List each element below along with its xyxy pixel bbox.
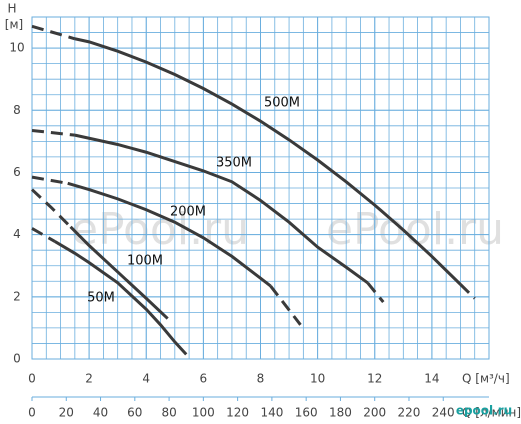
x-tick-label: 0 [28, 372, 36, 386]
curve-label: 500M [264, 96, 300, 111]
pump-curve-dashed [31, 175, 68, 185]
pump-curve-dashed [269, 285, 302, 326]
x2-tick-label: 240 [432, 406, 455, 420]
pump-curve [74, 133, 369, 285]
x-tick-label: 10 [310, 372, 325, 386]
x2-tick-label: 40 [93, 406, 108, 420]
x-axis-label: Q [м³/ч] [462, 372, 510, 386]
x-tick-label: 12 [367, 372, 382, 386]
y-axis-unit: [м] [5, 18, 23, 32]
pump-curve [74, 37, 462, 286]
curve-label: 50M [87, 291, 115, 306]
logo: epool.ru [456, 404, 512, 418]
pump-curve-dashed [31, 227, 56, 243]
x2-tick-label: 140 [260, 406, 283, 420]
x-tick-label: 2 [85, 372, 93, 386]
watermark: ePool.ru [326, 204, 504, 255]
y-tick-label: 8 [13, 103, 21, 117]
pump-curve [54, 240, 188, 356]
pump-curve-dashed [30, 188, 72, 228]
pump-curve-dashed [31, 128, 76, 137]
x2-tick-label: 60 [127, 406, 142, 420]
pump-curve-dashed [366, 281, 385, 304]
y-tick-label: 0 [13, 352, 21, 366]
pump-curve [69, 225, 169, 320]
pump-curve-dashed [459, 283, 476, 300]
y-tick-label: 6 [13, 165, 21, 179]
y-tick-label: 4 [13, 227, 21, 241]
x2-tick-label: 200 [363, 406, 386, 420]
curve-label: 350M [216, 156, 252, 171]
x2-tick-label: 100 [192, 406, 215, 420]
watermark: ePool.ru [71, 204, 249, 255]
pump-curve-dashed [31, 24, 76, 41]
x2-tick-label: 0 [28, 406, 36, 420]
pump-curve [67, 181, 272, 288]
x-tick-label: 4 [142, 372, 150, 386]
x2-axis-label: Q [л/мин] [462, 406, 521, 420]
x2-tick-label: 180 [329, 406, 352, 420]
x2-tick-label: 20 [59, 406, 74, 420]
x2-tick-label: 80 [161, 406, 176, 420]
x2-tick-label: 120 [226, 406, 249, 420]
x2-tick-label: 220 [398, 406, 421, 420]
curve-label: 200M [170, 205, 206, 220]
x-tick-label: 6 [200, 372, 208, 386]
curve-label: 100M [127, 254, 163, 269]
x-tick-label: 14 [424, 372, 439, 386]
y-tick-label: 10 [9, 41, 24, 55]
y-tick-label: 2 [13, 289, 21, 303]
y-axis-label: H [7, 2, 16, 16]
x-tick-label: 8 [257, 372, 265, 386]
x2-tick-label: 160 [295, 406, 318, 420]
